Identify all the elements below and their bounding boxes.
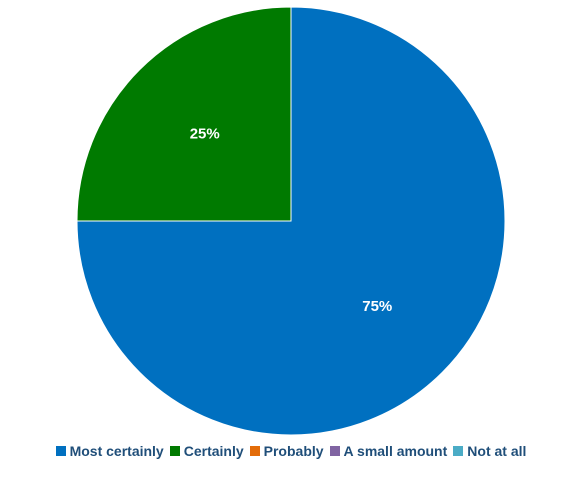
legend-item-a-small-amount: A small amount <box>329 443 448 459</box>
legend-label-not-at-all: Not at all <box>467 443 527 459</box>
legend-swatch-certainly <box>169 446 180 456</box>
legend-item-probably: Probably <box>249 443 324 459</box>
data-label-certainly: 25% <box>190 126 220 143</box>
legend-item-certainly: Certainly <box>169 443 244 459</box>
data-label-most-certainly: 75% <box>362 298 392 315</box>
pie-slice-certainly <box>76 6 292 222</box>
legend-swatch-not-at-all <box>453 446 464 456</box>
legend-label-a-small-amount: A small amount <box>343 443 448 459</box>
legend-swatch-probably <box>249 446 260 456</box>
legend-item-most-certainly: Most certainly <box>55 443 164 459</box>
legend-swatch-a-small-amount <box>329 446 340 456</box>
pie-slice-most-certainly <box>76 6 506 436</box>
legend-item-not-at-all: Not at all <box>453 443 526 459</box>
legend-label-certainly: Certainly <box>183 443 244 459</box>
legend-swatch-most-certainly <box>55 446 66 456</box>
pie-chart: 75% 25% <box>76 6 506 436</box>
legend: Most certainly Certainly Probably A smal… <box>0 443 582 459</box>
legend-label-probably: Probably <box>263 443 324 459</box>
legend-label-most-certainly: Most certainly <box>69 443 164 459</box>
